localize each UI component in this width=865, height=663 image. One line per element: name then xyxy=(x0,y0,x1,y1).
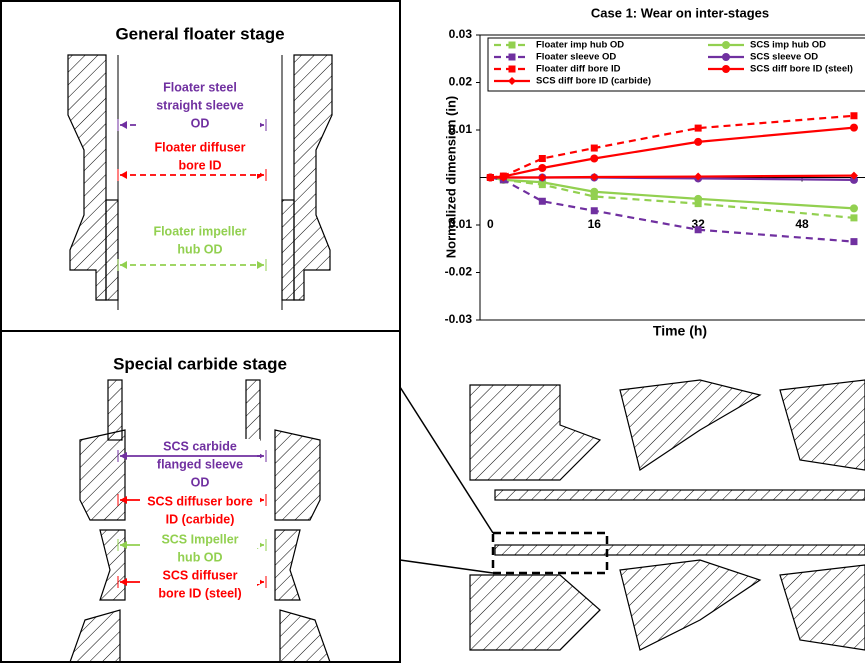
marker xyxy=(695,226,702,233)
marker xyxy=(539,155,546,162)
dimension-label: straight sleeve xyxy=(156,98,244,112)
x-tick-label: 16 xyxy=(588,217,602,231)
y-tick-label: -0.03 xyxy=(445,312,473,326)
x-axis-title: Time (h) xyxy=(653,323,707,339)
legend-label: SCS imp hub OD xyxy=(750,40,826,51)
marker xyxy=(850,112,857,119)
panel-title: General floater stage xyxy=(115,24,284,43)
legend-label: SCS diff bore ID (steel) xyxy=(750,64,853,75)
marker xyxy=(850,214,857,221)
dimension-label: OD xyxy=(191,475,210,489)
dimension-label: SCS Impeller xyxy=(161,532,238,546)
dimension-label: Floater diffuser xyxy=(155,140,246,154)
dimension-label: SCS carbide xyxy=(163,439,237,453)
y-tick-label: 0.02 xyxy=(449,75,473,89)
legend-label: Floater imp hub OD xyxy=(536,40,624,51)
dimension-label: bore ID xyxy=(178,158,221,172)
dimension-label: hub OD xyxy=(177,550,222,564)
pump-section xyxy=(470,380,865,650)
marker xyxy=(694,138,702,146)
panel-title: Special carbide stage xyxy=(113,354,287,373)
dimension-label: bore ID (steel) xyxy=(158,586,241,600)
legend-label: Floater sleeve OD xyxy=(536,52,616,63)
marker xyxy=(695,125,702,132)
marker xyxy=(509,42,516,49)
marker xyxy=(509,54,516,61)
dimension-label: Floater steel xyxy=(163,80,237,94)
marker xyxy=(850,124,858,132)
y-tick-label: 0.01 xyxy=(449,217,473,231)
dimension-label: ID (carbide) xyxy=(166,512,235,526)
dimension-label: OD xyxy=(191,116,210,130)
legend-label: SCS sleeve OD xyxy=(750,52,818,63)
dimension-label: SCS diffuser bore xyxy=(147,494,253,508)
chart-title: Case 1: Wear on inter-stages xyxy=(591,5,769,20)
marker xyxy=(538,164,546,172)
marker xyxy=(591,145,598,152)
marker xyxy=(722,53,730,61)
y-tick-label: 0.03 xyxy=(449,27,473,41)
x-tick-label: 48 xyxy=(795,217,809,231)
legend-label: SCS diff bore ID (carbide) xyxy=(536,76,651,87)
y-tick-label: 0.01 xyxy=(449,122,473,136)
marker xyxy=(591,207,598,214)
y-tick-label: -0.02 xyxy=(445,265,473,279)
marker xyxy=(722,65,730,73)
marker xyxy=(539,198,546,205)
marker xyxy=(850,238,857,245)
marker xyxy=(509,66,516,73)
callout-line xyxy=(400,560,493,573)
marker xyxy=(850,204,858,212)
marker xyxy=(590,155,598,163)
dimension-label: Floater impeller xyxy=(153,224,246,238)
dimension-label: hub OD xyxy=(177,242,222,256)
marker xyxy=(694,195,702,203)
legend-label: Floater diff bore ID xyxy=(536,64,621,75)
dimension-label: SCS diffuser xyxy=(162,568,237,582)
marker xyxy=(722,41,730,49)
dimension-label: flanged sleeve xyxy=(157,457,243,471)
x-tick-label: 0 xyxy=(487,217,494,231)
figure: Case 1: Wear on inter-stages Time (h) No… xyxy=(0,0,865,663)
y-axis-title: Normalized dimension (in) xyxy=(443,96,458,259)
marker xyxy=(590,188,598,196)
